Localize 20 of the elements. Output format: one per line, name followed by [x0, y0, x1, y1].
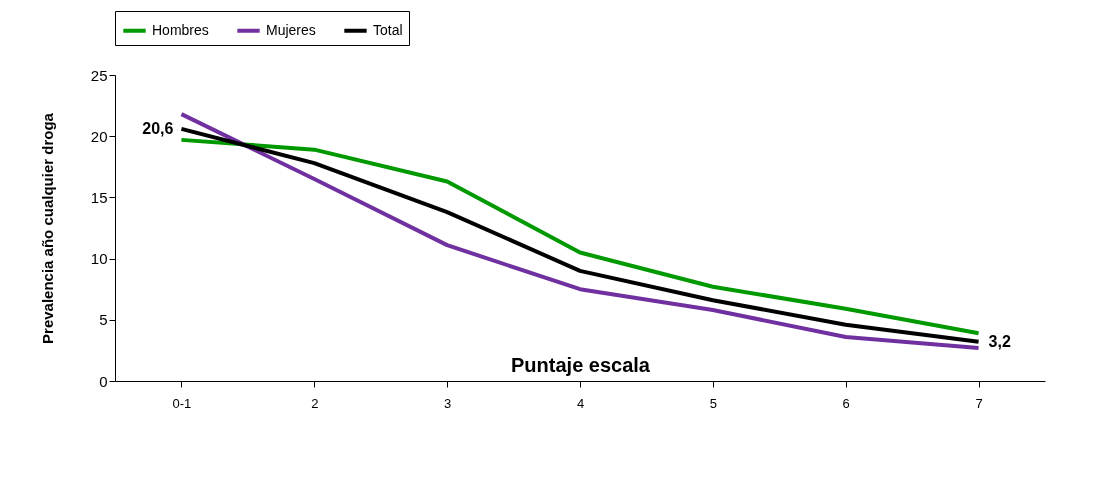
y-tick-label: 15 — [90, 188, 108, 206]
y-tick-label: 0 — [99, 372, 108, 390]
data-label: 20,6 — [142, 119, 174, 137]
legend-label: Total — [373, 21, 403, 38]
y-tick-label: 5 — [99, 311, 108, 329]
y-tick-label: 20 — [90, 127, 108, 145]
x-tick-label: 7 — [975, 395, 983, 411]
y-tick-label: 25 — [90, 66, 108, 84]
x-tick-label: 5 — [709, 395, 717, 411]
legend-label: Mujeres — [266, 21, 316, 38]
y-tick-label: 10 — [90, 250, 108, 268]
y-axis-title: Prevalencia año cualquier droga — [38, 112, 56, 344]
x-tick-label: 0-1 — [172, 395, 192, 411]
data-label: 3,2 — [988, 332, 1011, 350]
legend-label: Hombres — [152, 21, 209, 38]
x-tick-label: 2 — [311, 395, 319, 411]
x-tick-label: 3 — [444, 395, 452, 411]
x-axis-title: Puntaje escala — [511, 353, 651, 376]
x-tick-label: 4 — [576, 395, 585, 411]
x-tick-label: 6 — [842, 395, 850, 411]
